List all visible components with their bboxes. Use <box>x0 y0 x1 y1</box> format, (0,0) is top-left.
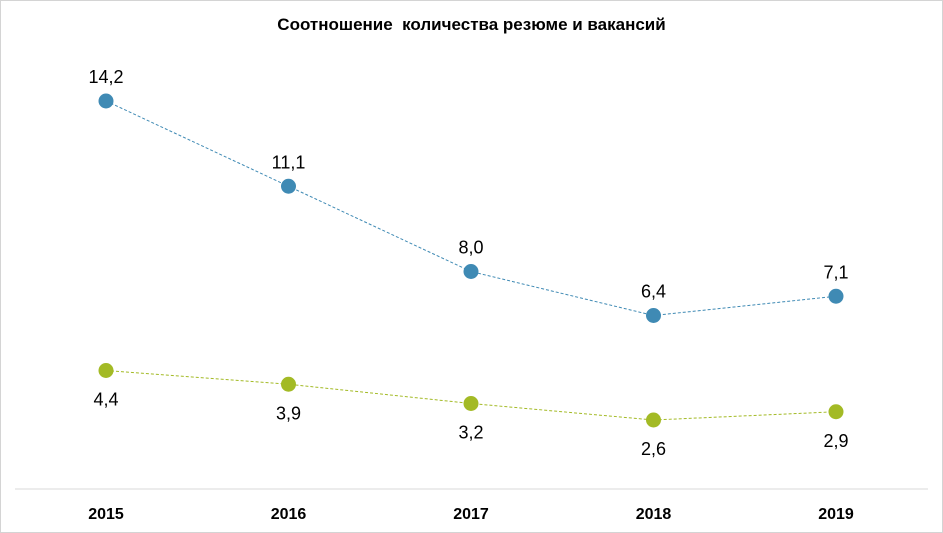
series-1-data-label: 7,1 <box>823 262 848 282</box>
series-2-point <box>646 412 661 428</box>
series-1-data-label: 11,1 <box>272 152 306 172</box>
x-tick-label: 2015 <box>88 506 124 523</box>
series-1-data-label: 8,0 <box>458 238 483 258</box>
series-2-point <box>463 396 479 411</box>
series-1-point <box>646 308 661 323</box>
x-tick-label: 2019 <box>818 506 854 523</box>
series-2-data-label: 2,6 <box>641 439 666 459</box>
series-2-point <box>98 363 114 378</box>
series-2-line <box>105 370 837 421</box>
series-2-data-label: 3,9 <box>276 403 301 423</box>
series-1-data-label: 6,4 <box>641 282 666 302</box>
series-2-data-label: 2,9 <box>823 431 848 451</box>
series-1-data-label: 14,2 <box>88 67 123 87</box>
series-2-data-label: 3,2 <box>458 423 483 443</box>
series-1-point <box>828 288 844 304</box>
chart-title: Соотношение количества резюме и вакансий <box>277 15 666 34</box>
series-1-point <box>281 178 296 194</box>
series-1-point <box>98 93 114 109</box>
x-tick-label: 2017 <box>453 506 489 523</box>
x-tick-label: 2018 <box>636 506 672 523</box>
series-2-point <box>828 404 844 420</box>
series-2-data-label: 4,4 <box>93 390 118 410</box>
series-2-point <box>281 376 296 392</box>
series-1-line <box>105 100 837 317</box>
series-1-point <box>463 264 479 279</box>
x-tick-label: 2016 <box>271 506 307 523</box>
